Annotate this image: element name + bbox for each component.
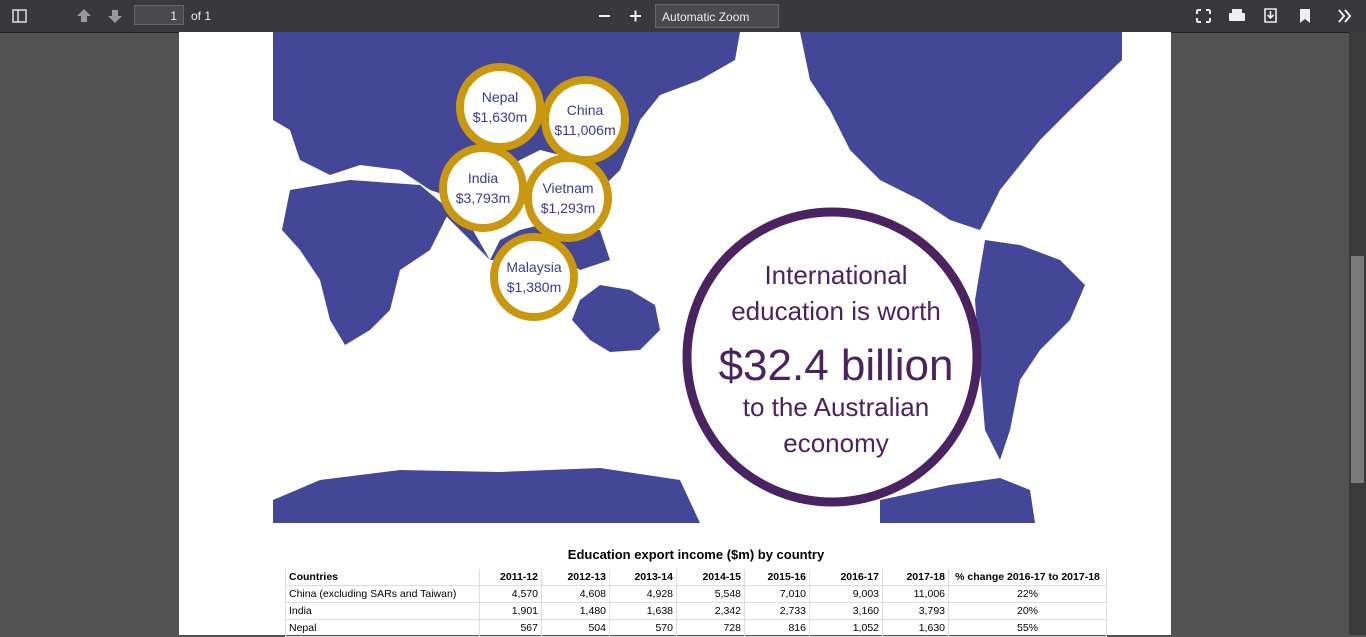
table-cell: Countries xyxy=(285,569,480,586)
table-cell: 2017-18 xyxy=(883,569,949,586)
bubble-amount: $3,793m xyxy=(456,190,510,206)
bubble-country: Nepal xyxy=(482,89,519,105)
bubble-country: China xyxy=(567,102,604,118)
sidebar-toggle[interactable] xyxy=(12,9,27,23)
bubble xyxy=(490,233,578,321)
tools[interactable] xyxy=(1338,9,1352,23)
table-cell: 3,160 xyxy=(810,603,883,620)
table-cell: 9,003 xyxy=(810,586,883,603)
table-cell: 2,342 xyxy=(677,603,745,620)
table-cell: 7,010 xyxy=(745,586,810,603)
headline-line: economy xyxy=(783,428,889,458)
table-title: Education export income ($m) by country xyxy=(567,547,825,562)
headline-circle xyxy=(682,207,982,507)
bubbles: Nepal $1,630m China $11,006m India $3,793m Vie… xyxy=(439,63,629,321)
next-page[interactable] xyxy=(108,10,122,23)
table-cell: 728 xyxy=(677,620,745,637)
table-cell: 2012-13 xyxy=(542,569,610,586)
antarctica-west xyxy=(273,468,700,523)
table-cell: 1,638 xyxy=(610,603,677,620)
table-cell: 20% xyxy=(949,603,1107,620)
table-cell: 4,928 xyxy=(610,586,677,603)
table-cell: % change 2016-17 to 2017-18 xyxy=(949,569,1107,586)
presentation[interactable] xyxy=(1196,9,1211,23)
table-cell: 1,630 xyxy=(883,620,949,637)
land xyxy=(273,32,1122,523)
prev-page[interactable] xyxy=(77,9,91,22)
bubble-amount: $1,630m xyxy=(473,109,527,125)
table-cell: 1,480 xyxy=(542,603,610,620)
bookmark[interactable] xyxy=(1300,9,1310,23)
bubble xyxy=(524,154,612,242)
scroll-thumb[interactable] xyxy=(1351,256,1364,483)
table-cell: 816 xyxy=(745,620,810,637)
table-cell: 2015-16 xyxy=(745,569,810,586)
headline-line: education is worth xyxy=(731,296,941,326)
download[interactable] xyxy=(1264,8,1277,23)
table-cell: 1,901 xyxy=(480,603,542,620)
table-cell: 3,793 xyxy=(883,603,949,620)
australia xyxy=(572,285,660,352)
table-cell: 2016-17 xyxy=(810,569,883,586)
table-cell: 22% xyxy=(949,586,1107,603)
bubble-amount: $11,006m xyxy=(554,122,615,138)
table-cell: India xyxy=(285,603,480,620)
table-cell: 2011-12 xyxy=(480,569,542,586)
page-number-input[interactable]: 1 xyxy=(134,5,184,25)
table-cell: 2013-14 xyxy=(610,569,677,586)
bubble-country: Vietnam xyxy=(542,180,593,196)
table-cell: 11,006 xyxy=(883,586,949,603)
headline-line: International xyxy=(764,260,907,290)
headline-amount: $32.4 billion xyxy=(719,341,954,390)
table-cell: China (excluding SARs and Taiwan) xyxy=(285,586,480,603)
bubble xyxy=(439,144,527,232)
toolbar: 1 of 1 Automatic Zoom xyxy=(0,0,1366,33)
bubble-amount: $1,293m xyxy=(541,200,595,216)
antarctica-east xyxy=(880,478,1035,523)
table-cell: 4,570 xyxy=(480,586,542,603)
table-cell: 4,608 xyxy=(542,586,610,603)
table-cell: 570 xyxy=(610,620,677,637)
headline-line: to the Australian xyxy=(743,392,929,422)
print[interactable] xyxy=(1229,13,1245,21)
table-cell: 5,548 xyxy=(677,586,745,603)
table-cell: 55% xyxy=(949,620,1107,637)
bubble-country: Malaysia xyxy=(506,259,561,275)
north-america xyxy=(800,32,1122,230)
page-count: of 1 xyxy=(191,9,212,23)
table-cell: 2,733 xyxy=(745,603,810,620)
zoom-in[interactable] xyxy=(630,10,641,22)
africa xyxy=(282,180,450,345)
print-top xyxy=(1232,9,1242,13)
table-cell: 567 xyxy=(480,620,542,637)
south-america xyxy=(975,240,1085,460)
table-cell: 2014-15 xyxy=(677,569,745,586)
bubble xyxy=(456,63,544,151)
bubble xyxy=(541,76,629,164)
bubble-country: India xyxy=(468,170,499,186)
zoom-select[interactable]: Automatic Zoom xyxy=(655,4,779,28)
table-cell: 1,052 xyxy=(810,620,883,637)
table-cell: 504 xyxy=(542,620,610,637)
table-cell: Nepal xyxy=(285,620,480,637)
bubble-amount: $1,380m xyxy=(507,279,561,295)
